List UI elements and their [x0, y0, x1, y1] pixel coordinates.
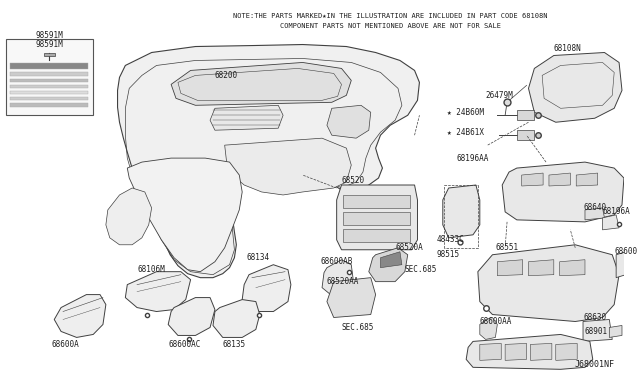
Text: 68600: 68600 [614, 247, 637, 256]
Polygon shape [127, 158, 242, 272]
Polygon shape [556, 343, 577, 360]
Polygon shape [10, 92, 88, 94]
Text: 68196A: 68196A [602, 208, 630, 217]
Ellipse shape [509, 346, 523, 356]
Text: 48433C: 48433C [437, 235, 465, 244]
Ellipse shape [559, 346, 573, 356]
Polygon shape [225, 138, 351, 195]
Text: 68520: 68520 [342, 176, 365, 185]
Text: 68630: 68630 [583, 313, 606, 322]
Polygon shape [327, 105, 371, 138]
Text: 68106M: 68106M [137, 265, 164, 274]
Polygon shape [44, 52, 55, 57]
Polygon shape [106, 188, 152, 245]
Polygon shape [466, 334, 593, 369]
Polygon shape [616, 252, 626, 278]
Text: NOTE:THE PARTS MARKED★IN THE ILLUSTRATION ARE INCLUDED IN PART CODE 68108N: NOTE:THE PARTS MARKED★IN THE ILLUSTRATIO… [233, 13, 547, 19]
Text: 68640: 68640 [583, 203, 606, 212]
Polygon shape [118, 45, 419, 278]
Polygon shape [125, 272, 191, 311]
Polygon shape [10, 73, 88, 76]
Polygon shape [517, 110, 534, 120]
Ellipse shape [534, 346, 548, 356]
Polygon shape [443, 185, 480, 238]
Polygon shape [54, 295, 106, 337]
Polygon shape [478, 245, 619, 321]
Polygon shape [480, 343, 501, 360]
Polygon shape [522, 173, 543, 186]
Text: 98591M: 98591M [35, 40, 63, 49]
Polygon shape [10, 79, 88, 82]
Text: 98515: 98515 [437, 250, 460, 259]
Polygon shape [6, 39, 93, 115]
Text: 68600AA: 68600AA [480, 317, 512, 326]
Polygon shape [337, 185, 417, 250]
Polygon shape [609, 326, 622, 337]
Polygon shape [380, 252, 402, 268]
Text: SEC.685: SEC.685 [405, 265, 437, 274]
Polygon shape [583, 320, 612, 341]
Text: 68134: 68134 [246, 253, 269, 262]
Polygon shape [344, 229, 410, 242]
Text: 68600A: 68600A [51, 340, 79, 349]
Polygon shape [502, 162, 624, 222]
Polygon shape [210, 105, 283, 130]
Polygon shape [10, 86, 88, 89]
Polygon shape [171, 62, 351, 105]
Text: 68196AA: 68196AA [456, 154, 489, 163]
Text: 68520A: 68520A [395, 243, 423, 252]
Text: 68901: 68901 [585, 327, 608, 336]
Text: 68520AA: 68520AA [327, 277, 359, 286]
Polygon shape [10, 64, 88, 70]
Text: ★ 24B60M: ★ 24B60M [447, 108, 484, 117]
Polygon shape [480, 318, 497, 339]
Text: J68001NF: J68001NF [574, 360, 614, 369]
Polygon shape [602, 215, 619, 230]
Text: 68551: 68551 [495, 243, 518, 252]
Polygon shape [242, 265, 291, 311]
Polygon shape [576, 173, 598, 186]
Ellipse shape [484, 346, 497, 356]
Text: 68108N: 68108N [554, 44, 582, 53]
Polygon shape [529, 52, 622, 122]
Text: 68135: 68135 [223, 340, 246, 349]
Polygon shape [168, 298, 215, 336]
Polygon shape [585, 208, 604, 220]
Text: 68200: 68200 [215, 71, 238, 80]
Polygon shape [344, 195, 410, 208]
Text: 68600AB: 68600AB [320, 257, 353, 266]
Text: 98591M: 98591M [35, 31, 63, 40]
Polygon shape [213, 299, 260, 337]
Text: 68600AC: 68600AC [168, 340, 200, 349]
Text: COMPONENT PARTS NOT MENTIONED ABOVE ARE NOT FOR SALE: COMPONENT PARTS NOT MENTIONED ABOVE ARE … [280, 23, 500, 29]
Polygon shape [559, 260, 585, 276]
Text: ★ 24B61X: ★ 24B61X [447, 128, 484, 137]
Text: SEC.685: SEC.685 [342, 323, 374, 332]
Polygon shape [369, 248, 408, 282]
Polygon shape [10, 103, 88, 107]
Text: 26479M: 26479M [486, 91, 513, 100]
Polygon shape [517, 130, 534, 140]
Polygon shape [531, 343, 552, 360]
Polygon shape [529, 260, 554, 276]
Polygon shape [505, 343, 527, 360]
Polygon shape [322, 260, 353, 296]
Polygon shape [10, 97, 88, 100]
Polygon shape [497, 260, 523, 276]
Polygon shape [327, 278, 376, 318]
Polygon shape [344, 212, 410, 225]
Polygon shape [549, 173, 570, 186]
